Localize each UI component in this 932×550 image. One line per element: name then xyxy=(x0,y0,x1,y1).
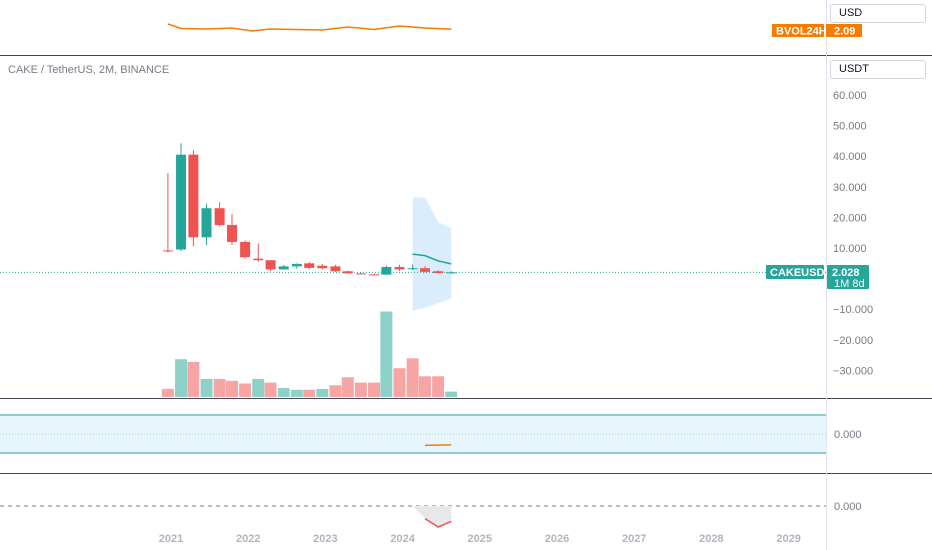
volume-bar xyxy=(290,389,303,397)
candle-body xyxy=(394,266,405,270)
candle-body xyxy=(419,268,430,272)
y-tick-label: 40.000 xyxy=(833,151,867,163)
volume-layer xyxy=(161,311,458,397)
y-tick-label: 60.000 xyxy=(833,90,867,102)
volume-bar xyxy=(175,359,188,397)
oscillator-zero-label: 0.000 xyxy=(834,429,862,441)
x-tick-label: 2023 xyxy=(313,533,337,545)
candle-body xyxy=(240,241,251,258)
volume-bar xyxy=(406,358,419,397)
price-axis[interactable]: 60.000 50.000 40.000 30.000 20.000 10.000 −10.… xyxy=(833,90,873,377)
candle-body xyxy=(265,260,276,270)
volume-bar xyxy=(200,379,213,397)
x-tick-label: 2026 xyxy=(545,533,569,545)
x-tick-label: 2021 xyxy=(159,533,183,545)
candle-body xyxy=(317,265,328,269)
candle-body xyxy=(278,266,289,270)
x-tick-label: 2029 xyxy=(776,533,800,545)
bvol-tag-value: 2.09 xyxy=(834,26,855,38)
y-tick-label: 50.000 xyxy=(833,121,867,133)
y-tick-label: 20.000 xyxy=(833,212,867,224)
candle-body xyxy=(162,250,173,252)
candle-body xyxy=(304,263,315,268)
band-layer xyxy=(412,197,452,311)
candle-body xyxy=(330,266,341,272)
volume-bar xyxy=(354,382,367,397)
bvol-line xyxy=(167,23,452,32)
volume-bar xyxy=(329,385,342,397)
volume-bar xyxy=(316,388,329,397)
candle-body xyxy=(355,273,366,275)
x-tick-label: 2028 xyxy=(699,533,723,545)
candle-body xyxy=(381,266,392,275)
y-tick-label: −20.000 xyxy=(833,335,873,347)
bvol-pane: BVOL24H 2.09 xyxy=(167,23,862,38)
volume-bar xyxy=(368,382,381,397)
candle-body xyxy=(446,272,457,274)
volume-bar xyxy=(418,376,431,397)
candle-body xyxy=(214,208,225,226)
volume-bar xyxy=(264,382,277,397)
forecast-band xyxy=(412,197,452,311)
oscillator2-pane[interactable]: 0.000 xyxy=(0,501,862,528)
volume-bar xyxy=(341,377,354,397)
main-pane[interactable]: CAKE / TetherUS, 2M, BINANCE 60.000 50.00… xyxy=(0,64,873,397)
y-tick-label: 30.000 xyxy=(833,182,867,194)
volume-bar xyxy=(393,368,406,397)
y-tick-label: −10.000 xyxy=(833,304,873,316)
price-tag: CAKEUSDT 2.028 1M 8d xyxy=(766,265,869,290)
volume-bar xyxy=(225,380,238,397)
volume-bar xyxy=(277,388,290,397)
oscillator2-area xyxy=(412,506,452,527)
price-tag-countdown: 1M 8d xyxy=(834,278,865,290)
volume-bar xyxy=(161,388,174,397)
candle-body xyxy=(342,271,353,274)
oscillator2-line xyxy=(424,517,452,528)
oscillator-pane[interactable]: 0.000 xyxy=(0,414,862,454)
candle-body xyxy=(253,258,264,261)
candle-body xyxy=(369,274,380,276)
volume-bar xyxy=(187,361,200,397)
y-tick-label: −30.000 xyxy=(833,365,873,377)
candle-body xyxy=(407,268,418,270)
y-tick-label: 10.000 xyxy=(833,243,867,255)
x-tick-label: 2022 xyxy=(236,533,260,545)
candle-body xyxy=(176,154,187,250)
oscillator2-zero-label: 0.000 xyxy=(834,501,862,513)
symbol-title: CAKE / TetherUS, 2M, BINANCE xyxy=(8,64,169,76)
volume-bar xyxy=(445,391,458,397)
unit-selector-main[interactable]: USDT xyxy=(830,60,926,79)
volume-bar xyxy=(380,311,393,397)
price-tag-value: 2.028 xyxy=(832,267,860,279)
bvol-tag-label-bg xyxy=(772,24,824,37)
time-axis[interactable]: 2021 2022 2023 2024 2025 2026 2027 2028 2029 xyxy=(159,533,801,545)
forecast-mid-line xyxy=(412,253,452,265)
volume-bar xyxy=(213,379,226,397)
volume-bar xyxy=(432,376,445,397)
candle-body xyxy=(433,271,444,274)
bvol-tag-value-bg xyxy=(826,24,862,37)
oscillator-band xyxy=(0,415,826,453)
candle-body xyxy=(291,263,302,267)
x-tick-label: 2025 xyxy=(468,533,492,545)
candle-layer xyxy=(162,143,457,276)
bvol-tag-label: BVOL24H xyxy=(776,26,827,38)
bvol-tag: BVOL24H 2.09 xyxy=(772,24,862,38)
volume-bar xyxy=(303,389,316,397)
candle-body xyxy=(188,154,199,238)
price-tag-label: CAKEUSDT xyxy=(770,267,831,279)
candle-body xyxy=(201,208,212,238)
price-tag-value-bg xyxy=(827,265,869,289)
candle-body xyxy=(226,225,237,242)
volume-bar xyxy=(239,383,252,397)
x-tick-label: 2024 xyxy=(390,533,415,545)
oscillator-line xyxy=(424,444,452,447)
volume-bar xyxy=(252,379,265,397)
price-tag-label-bg xyxy=(766,265,824,279)
x-tick-label: 2027 xyxy=(622,533,646,545)
unit-selector-top[interactable]: USD xyxy=(830,4,926,23)
